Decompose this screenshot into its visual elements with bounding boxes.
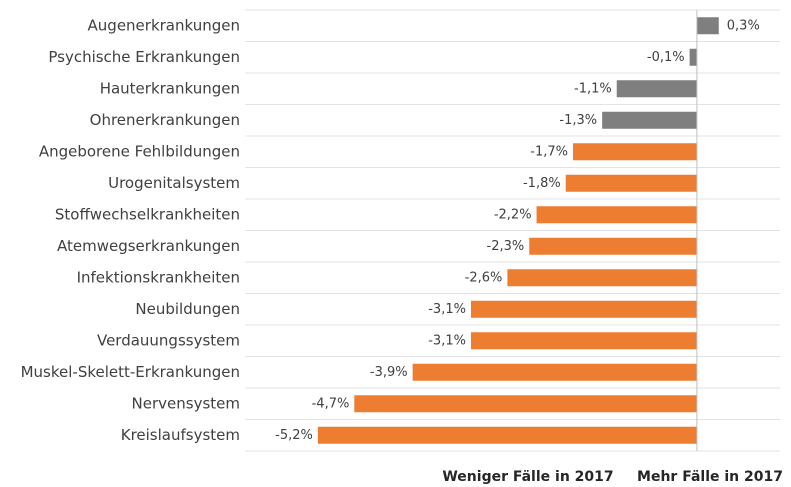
value-label: -1,7% — [530, 144, 568, 159]
bar — [572, 143, 697, 161]
value-label: -3,1% — [428, 333, 466, 348]
bar — [536, 206, 697, 224]
value-label: -3,1% — [428, 302, 466, 317]
bar — [565, 174, 697, 192]
category-label: Muskel-Skelett-Erkrankungen — [21, 363, 240, 381]
bar — [529, 237, 697, 255]
category-label: Augenerkrankungen — [88, 16, 240, 34]
value-label: -5,2% — [275, 428, 313, 443]
category-label: Neubildungen — [135, 300, 240, 318]
bar — [412, 363, 697, 381]
category-label: Nervensystem — [132, 394, 240, 412]
value-label: -3,9% — [370, 365, 408, 380]
bar — [602, 111, 697, 129]
value-label: -1,1% — [574, 81, 612, 96]
bar — [616, 80, 697, 98]
annotation: Mehr Fälle in 2017 — [637, 469, 783, 485]
value-label: -1,3% — [559, 113, 597, 128]
value-label: 0,3% — [727, 18, 760, 33]
category-label: Psychische Erkrankungen — [48, 48, 240, 66]
category-label: Urogenitalsystem — [108, 174, 240, 192]
value-label: -4,7% — [312, 396, 350, 411]
bar — [689, 48, 697, 66]
category-label: Verdauungssystem — [97, 331, 240, 349]
value-label: -2,2% — [494, 207, 532, 222]
category-label: Hauterkrankungen — [100, 79, 240, 97]
category-label: Infektionskrankheiten — [77, 268, 240, 286]
value-label: -1,8% — [523, 176, 561, 191]
category-label: Atemwegserkrankungen — [57, 237, 240, 255]
bar — [470, 332, 697, 350]
category-label: Stoffwechselkrankheiten — [55, 205, 240, 223]
bar — [507, 269, 697, 287]
value-label: -2,6% — [465, 270, 503, 285]
category-label: Ohrenerkrankungen — [90, 111, 240, 129]
value-label: -0,1% — [647, 50, 685, 65]
value-label: -2,3% — [487, 239, 525, 254]
category-label: Kreislaufsystem — [121, 426, 240, 444]
bar — [696, 17, 719, 35]
bar — [470, 300, 697, 318]
annotation: Weniger Fälle in 2017 — [442, 469, 613, 485]
category-label: Angeborene Fehlbildungen — [39, 142, 240, 160]
bar — [354, 395, 697, 413]
bar — [317, 426, 697, 444]
